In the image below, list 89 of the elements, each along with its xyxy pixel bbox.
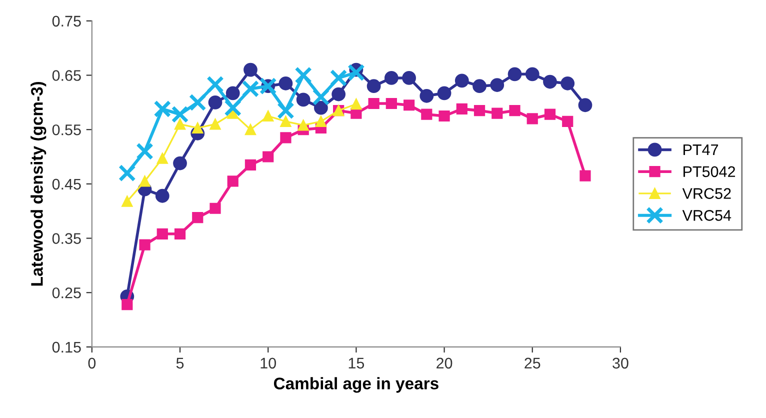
point <box>262 151 274 162</box>
point <box>421 108 432 120</box>
x-tick-label: 30 <box>612 358 628 369</box>
legend-label: PT47 <box>684 144 718 156</box>
point <box>525 67 540 82</box>
point <box>348 64 365 82</box>
point <box>154 100 172 118</box>
y-tick-label: 0.55 <box>52 124 81 136</box>
y-tick-label: 0.45 <box>52 178 81 190</box>
x-tick-label: 5 <box>176 358 184 369</box>
point <box>156 228 168 240</box>
x-tick-label: 10 <box>260 358 276 369</box>
point <box>210 118 221 130</box>
point <box>509 105 520 116</box>
point <box>402 71 416 85</box>
point <box>543 74 557 89</box>
point <box>227 176 238 187</box>
point <box>562 116 574 127</box>
legend-label: VRC52 <box>682 188 731 199</box>
point <box>438 110 450 122</box>
y-tick-label: 0.75 <box>52 16 81 27</box>
point <box>244 124 256 136</box>
point <box>118 164 136 182</box>
point <box>224 99 242 117</box>
point <box>314 100 328 115</box>
point <box>244 62 258 77</box>
point <box>136 142 154 160</box>
point <box>122 299 133 310</box>
point <box>192 212 204 224</box>
point <box>210 202 221 214</box>
point <box>174 118 186 130</box>
point <box>330 69 348 87</box>
point <box>580 170 591 182</box>
point <box>280 132 292 144</box>
point <box>544 108 556 120</box>
point <box>280 116 292 127</box>
point <box>403 100 415 111</box>
point <box>578 98 592 112</box>
point <box>384 71 398 85</box>
point <box>262 110 274 122</box>
point <box>350 98 362 110</box>
point <box>296 92 310 107</box>
y-tick-label: 0.15 <box>52 342 81 353</box>
point <box>526 113 538 124</box>
point <box>315 116 327 127</box>
x-tick-label: 25 <box>524 358 540 369</box>
point <box>277 102 294 120</box>
y-tick-label: 0.25 <box>52 287 81 298</box>
point <box>420 88 434 103</box>
point <box>508 67 522 82</box>
point <box>173 156 187 170</box>
point <box>156 152 168 164</box>
legend-label: VRC54 <box>682 210 732 221</box>
point <box>192 122 204 134</box>
point <box>298 120 309 131</box>
point <box>171 106 189 124</box>
point <box>386 98 397 110</box>
point <box>437 86 452 100</box>
y-tick-label: 0.35 <box>52 233 81 244</box>
point <box>278 76 293 90</box>
point <box>474 105 486 116</box>
x-tick-label: 15 <box>348 358 364 369</box>
legend-label: PT5042 <box>684 166 736 178</box>
y-axis-title: Latewood density (gcm-3) <box>30 82 46 286</box>
point <box>454 74 469 88</box>
point <box>188 94 206 112</box>
point <box>490 78 504 92</box>
point <box>174 228 186 240</box>
point <box>294 66 312 84</box>
point <box>208 95 222 110</box>
point <box>312 88 330 106</box>
point <box>206 76 224 94</box>
point <box>456 103 468 114</box>
point <box>244 159 256 170</box>
point <box>155 188 170 203</box>
x-tick-label: 0 <box>88 358 96 369</box>
point <box>560 76 575 90</box>
point <box>139 176 150 187</box>
point <box>226 86 240 100</box>
point <box>368 98 380 110</box>
point <box>472 79 486 94</box>
y-tick-label: 0.65 <box>52 70 81 81</box>
point <box>366 79 381 94</box>
point <box>122 196 133 207</box>
point <box>139 239 150 250</box>
x-axis-title: Cambial age in years <box>274 377 438 393</box>
point <box>492 108 503 119</box>
x-tick-label: 20 <box>436 358 452 369</box>
point <box>332 87 346 102</box>
